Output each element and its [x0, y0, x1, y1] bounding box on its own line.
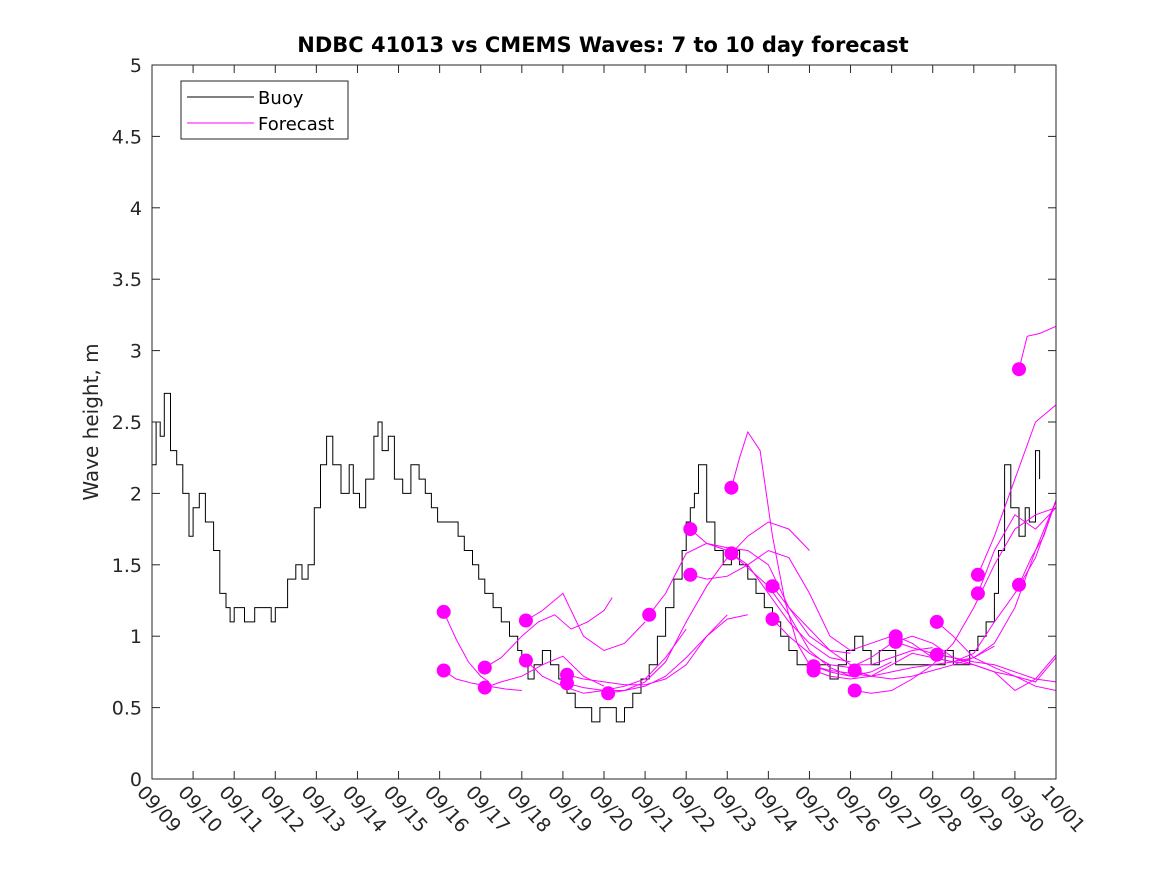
forecast-start-marker-2	[477, 680, 492, 695]
y-tick-label: 1.5	[112, 555, 142, 577]
x-tick-label: 09/15	[379, 782, 432, 837]
forecast-start-marker-1	[436, 663, 451, 678]
forecast-series-group	[436, 325, 1057, 701]
forecast-start-marker-7	[560, 676, 574, 691]
forecast-start-marker-4	[518, 613, 533, 628]
y-tick-label: 0.5	[112, 698, 142, 720]
forecast-start-marker-19	[847, 683, 862, 698]
x-tick-label: 09/09	[132, 782, 185, 837]
legend-buoy-label: Buoy	[258, 88, 304, 109]
forecast-start-marker-23	[929, 647, 944, 662]
forecast-start-marker-14	[765, 579, 780, 594]
x-tick-label: 09/30	[995, 782, 1048, 837]
forecast-start-marker-10	[683, 522, 698, 537]
forecast-line-20	[895, 641, 1057, 691]
y-tick-label: 4	[130, 198, 142, 220]
y-axis-label: Wave height, m	[79, 343, 103, 500]
forecast-start-marker-26	[1012, 362, 1026, 377]
forecast-start-marker-3	[477, 660, 492, 675]
x-tick-label: 09/14	[338, 782, 391, 837]
buoy-series	[152, 392, 1041, 723]
forecast-start-marker-15	[765, 612, 780, 627]
forecast-line-19	[854, 507, 1057, 694]
x-tick-label: 09/26	[831, 782, 884, 837]
x-tick-label: 09/27	[872, 782, 925, 837]
y-tick-label: 5	[130, 55, 142, 77]
y-axis: 0 0.5 1 1.5 2 2.5 3 3.5 4 4.5 5	[112, 55, 1056, 791]
forecast-line-15	[772, 618, 974, 669]
plot-frame	[151, 64, 1057, 780]
forecast-line-3	[484, 597, 613, 669]
forecast-line-27	[1018, 500, 1057, 586]
forecast-line-13	[731, 553, 892, 677]
forecast-start-marker-25	[970, 586, 985, 601]
legend: Buoy Forecast	[180, 80, 349, 140]
forecast-line-18	[854, 500, 1057, 677]
buoy-line	[152, 392, 1041, 723]
forecast-line-25	[977, 507, 1057, 594]
legend-forecast-label: Forecast	[258, 114, 334, 135]
y-tick-label: 0	[130, 769, 142, 791]
forecast-start-marker-27	[1012, 577, 1026, 592]
forecast-line-9	[648, 542, 851, 654]
x-tick-label: 09/17	[461, 782, 514, 837]
forecast-line-2	[484, 655, 605, 689]
x-axis: 09/0909/1009/1109/1209/1309/1409/1509/16…	[132, 65, 1089, 837]
forecast-line-23	[936, 654, 1057, 683]
y-tick-label: 2	[130, 483, 142, 505]
forecast-line-14	[772, 585, 933, 666]
forecast-line-12	[730, 430, 851, 677]
forecast-start-marker-13	[724, 546, 739, 561]
x-tick-label: 09/16	[420, 782, 473, 837]
y-tick-label: 1	[130, 626, 142, 648]
forecast-line-10	[689, 528, 851, 663]
forecast-start-marker-8	[601, 686, 616, 701]
x-tick-label: 09/18	[502, 782, 555, 837]
y-tick-label: 2.5	[112, 412, 142, 434]
forecast-start-marker-21	[888, 629, 903, 644]
x-tick-label: 09/22	[666, 782, 719, 837]
forecast-line-7	[566, 614, 748, 691]
x-tick-label: 09/21	[625, 782, 678, 837]
x-tick-label: 09/23	[708, 782, 761, 837]
forecast-line-26	[1018, 325, 1057, 370]
x-tick-label: 09/24	[749, 782, 802, 837]
x-tick-label: 09/28	[913, 782, 966, 837]
x-tick-label: 09/11	[214, 782, 267, 837]
forecast-start-marker-18	[847, 663, 862, 678]
forecast-line-11	[690, 549, 892, 652]
forecast-line-6	[566, 614, 728, 686]
x-tick-label: 09/25	[790, 782, 843, 837]
x-tick-label: 09/19	[543, 782, 596, 837]
x-tick-label: 09/29	[954, 782, 1007, 837]
forecast-start-marker-11	[683, 567, 698, 582]
y-tick-label: 4.5	[112, 126, 142, 148]
x-tick-label: 10/01	[1036, 782, 1089, 837]
forecast-line-0	[443, 611, 490, 683]
forecast-start-marker-17	[806, 663, 821, 678]
forecast-start-marker-12	[724, 480, 739, 495]
y-tick-label: 3.5	[112, 269, 142, 291]
chart-title: NDBC 41013 vs CMEMS Waves: 7 to 10 day f…	[297, 33, 908, 57]
forecast-start-marker-24	[970, 567, 985, 582]
x-tick-label: 09/20	[584, 782, 637, 837]
y-tick-label: 3	[130, 341, 142, 363]
forecast-line-4	[525, 592, 646, 652]
forecast-line-24	[977, 404, 1057, 575]
x-tick-label: 09/13	[297, 782, 350, 837]
legend-box	[180, 80, 349, 140]
forecast-start-marker-9	[642, 607, 657, 622]
forecast-start-marker-5	[518, 653, 533, 668]
forecast-start-marker-22	[929, 614, 944, 629]
forecast-line-8	[608, 521, 810, 694]
x-tick-label: 09/12	[256, 782, 309, 837]
forecast-line-22	[936, 621, 1057, 683]
forecast-start-marker-0	[436, 604, 451, 619]
x-tick-label: 09/10	[173, 782, 226, 837]
